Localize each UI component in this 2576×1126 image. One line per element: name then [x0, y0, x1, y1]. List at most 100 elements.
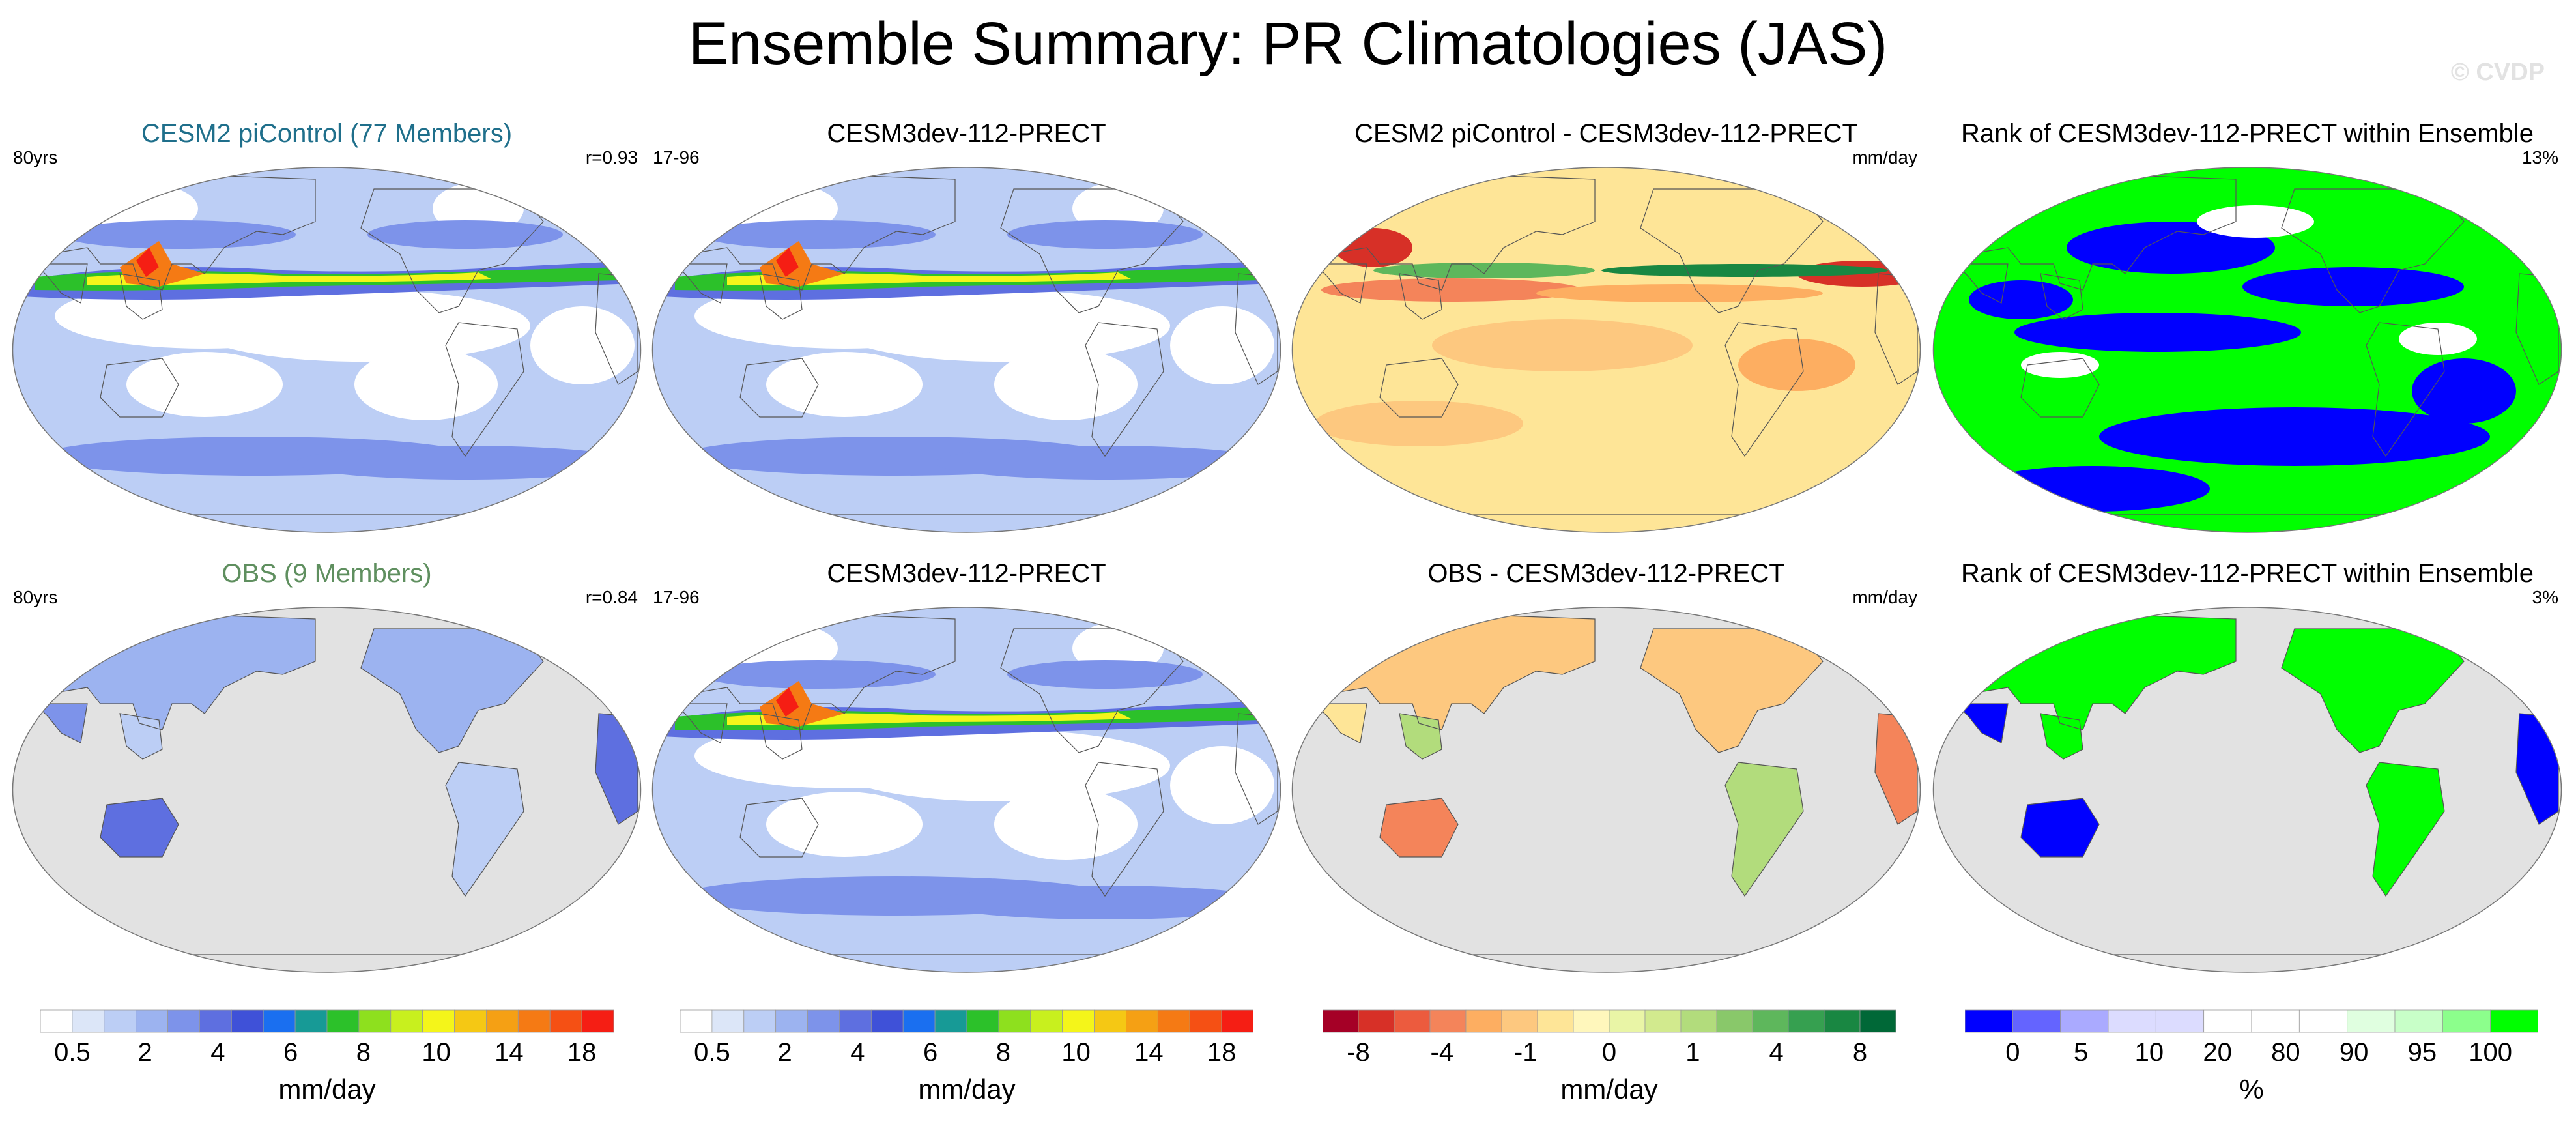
colorbar-swatch: [263, 1009, 296, 1033]
figure-title: Ensemble Summary: PR Climatologies (JAS): [688, 10, 1888, 77]
colorbar-swatch: [902, 1009, 936, 1033]
colorbar-swatch: [966, 1009, 999, 1033]
colorbar-swatch: [1859, 1009, 1896, 1033]
colorbar-swatch: [1537, 1009, 1574, 1033]
colorbar-graphic: -8 -4 -1 0 1 4 8: [1323, 1009, 1896, 1067]
colorbar-swatch: [1965, 1009, 2013, 1033]
colorbar-swatch: [1680, 1009, 1717, 1033]
colorbar-graphic: 0.5 2 4 6 8 10 14 18: [680, 1009, 1253, 1067]
colorbar-swatch: [1189, 1009, 1222, 1033]
map-border: [12, 167, 642, 533]
colorbar-swatch: [2060, 1009, 2109, 1033]
colorbar-swatch: [807, 1009, 840, 1033]
colorbar-swatch: [1824, 1009, 1861, 1033]
coastline-australia: [100, 798, 179, 858]
colorbar-tick-label: 14: [1134, 1038, 1164, 1067]
coastline-greenland: [543, 615, 583, 659]
colorbar-tick-label: 20: [2203, 1038, 2232, 1067]
colorbar-swatch: [40, 1009, 73, 1033]
coastline-southasia: [34, 263, 88, 304]
map-plot: [12, 167, 642, 533]
colorbar-swatch: [1788, 1009, 1825, 1033]
coastline-southasia: [674, 703, 728, 743]
coastline-greenland: [1182, 615, 1223, 659]
coastline-seasia: [1399, 273, 1442, 320]
colorbar-tick-label: 6: [283, 1038, 298, 1067]
panel-rank-percent: 3%: [2532, 587, 2558, 607]
colorbar-swatch: [326, 1009, 360, 1033]
coastline-australia: [1379, 798, 1459, 858]
colorbar-swatch: [1221, 1009, 1253, 1033]
colorbar-graphic: 0.5 2 4 6 8 10 14 18: [40, 1009, 614, 1067]
colorbar-tick-label: 10: [2135, 1038, 2164, 1067]
colorbar-swatch: [775, 1009, 808, 1033]
panel-title: OBS - CESM3dev-112-PRECT: [1427, 559, 1785, 588]
panel-rank-percent: 13%: [2521, 147, 2558, 167]
colorbar-tick-label: 0: [2005, 1038, 2020, 1067]
coastline-greenland: [2463, 175, 2504, 219]
colorbar-swatch: [72, 1009, 105, 1033]
colorbar-swatch: [1157, 1009, 1190, 1033]
panel-obs-clim: OBS (9 Members) 80yrs r=0.84: [9, 557, 644, 1013]
panel-years-label: 80yrs: [13, 587, 58, 607]
colorbar-swatch: [1752, 1009, 1789, 1033]
coastline-australia: [739, 798, 819, 858]
colorbar-tick-label: 4: [850, 1038, 865, 1067]
panel-cesm3dev-clim: CESM3dev-112-PRECT 17-96: [649, 117, 1284, 573]
panel-obs-rank: Rank of CESM3dev-112-PRECT within Ensemb…: [1930, 557, 2565, 1013]
colorbar-swatch: [2490, 1009, 2538, 1033]
map-plot: [12, 607, 642, 973]
map-border: [1932, 167, 2562, 533]
colorbar-swatch: [2012, 1009, 2061, 1033]
colorbar-swatch: [998, 1009, 1031, 1033]
panel-cesm3dev-clim-2: CESM3dev-112-PRECT 17-96: [649, 557, 1284, 1013]
colorbar-tick-label: -1: [1514, 1038, 1538, 1067]
colorbar-swatch: [2155, 1009, 2205, 1033]
coastline-southamerica: [1085, 762, 1164, 897]
colorbar-swatch: [199, 1009, 232, 1033]
colorbar-swatch: [1062, 1009, 1095, 1033]
coastline-greenland: [1822, 175, 1863, 219]
colorbar-swatch: [581, 1009, 614, 1033]
map-field: [652, 607, 1281, 972]
colorbar-tick-label: 4: [1769, 1038, 1784, 1067]
panel-title: CESM2 piControl (77 Members): [141, 119, 513, 148]
colorbar-swatch: [2108, 1009, 2156, 1033]
colorbar-swatch: [167, 1009, 200, 1033]
colorbar-units: %: [2239, 1074, 2264, 1104]
colorbar-tick-label: 2: [138, 1038, 152, 1067]
colorbar-swatch: [2298, 1009, 2348, 1033]
map-field: [1933, 607, 2562, 972]
map-plot: [651, 167, 1281, 533]
colorbar-swatch: [1609, 1009, 1646, 1033]
coastline-seasia: [1399, 713, 1442, 760]
coastline-southasia: [1313, 703, 1367, 743]
colorbar-swatch: [839, 1009, 872, 1033]
colorbar-swatch: [711, 1009, 745, 1033]
coastline-seasia: [759, 273, 803, 320]
colorbar-tick-label: 18: [1207, 1038, 1237, 1067]
colorbar-units: mm/day: [1560, 1074, 1658, 1104]
colorbar-swatch: [1716, 1009, 1753, 1033]
panel-years-label: 17-96: [653, 587, 700, 607]
colorbar-units: mm/day: [918, 1074, 1016, 1104]
coastline-southasia: [1954, 703, 2009, 743]
panel-obs-diff: OBS - CESM3dev-112-PRECT mm/day: [1289, 557, 1924, 1013]
colorbar-rank: 0 5 10 20 80 90 95 100 %: [1965, 1009, 2538, 1126]
coastline-southasia: [1954, 263, 2009, 304]
map-field: [652, 167, 1281, 532]
colorbar-swatch: [2442, 1009, 2491, 1033]
colorbar-swatch: [1323, 1009, 1359, 1033]
coastline-seasia: [759, 713, 803, 760]
colorbar-precip-2: 0.5 2 4 6 8 10 14 18 mm/day: [680, 1009, 1253, 1126]
colorbar-swatch: [549, 1009, 582, 1033]
coastline-greenland: [1822, 615, 1863, 659]
colorbar-tick-label: -8: [1347, 1038, 1370, 1067]
colorbar-tick-label: 90: [2340, 1038, 2369, 1067]
colorbar-swatch: [1358, 1009, 1395, 1033]
colorbar-tick-label: 80: [2271, 1038, 2300, 1067]
coastline-southamerica: [445, 322, 524, 457]
coastline-seasia: [119, 273, 163, 320]
colorbar-swatch: [2394, 1009, 2443, 1033]
panel-picontrol-diff: CESM2 piControl - CESM3dev-112-PRECT mm/…: [1289, 117, 1924, 573]
